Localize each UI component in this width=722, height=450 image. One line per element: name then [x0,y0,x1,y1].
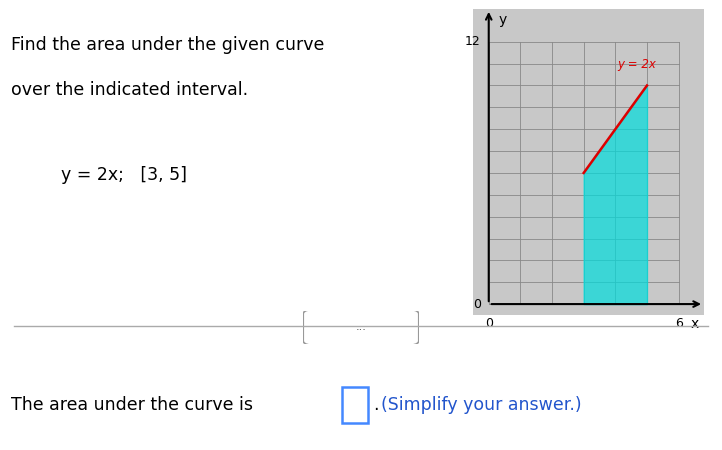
Text: x: x [690,317,699,331]
Text: y = 2x: y = 2x [617,58,656,71]
Text: 0: 0 [473,297,481,310]
Text: ...: ... [355,322,367,333]
Text: Find the area under the given curve: Find the area under the given curve [11,36,324,54]
Text: 0: 0 [484,317,492,330]
Text: y = 2x;   [3, 5]: y = 2x; [3, 5] [61,166,188,184]
Text: (Simplify your answer.): (Simplify your answer.) [381,396,582,414]
FancyBboxPatch shape [303,309,419,346]
Text: .: . [374,396,385,414]
Text: y: y [498,14,506,27]
Text: 6: 6 [674,317,682,330]
FancyBboxPatch shape [342,387,368,423]
Text: 12: 12 [465,35,481,48]
Text: over the indicated interval.: over the indicated interval. [11,81,248,99]
Text: The area under the curve is: The area under the curve is [11,396,253,414]
